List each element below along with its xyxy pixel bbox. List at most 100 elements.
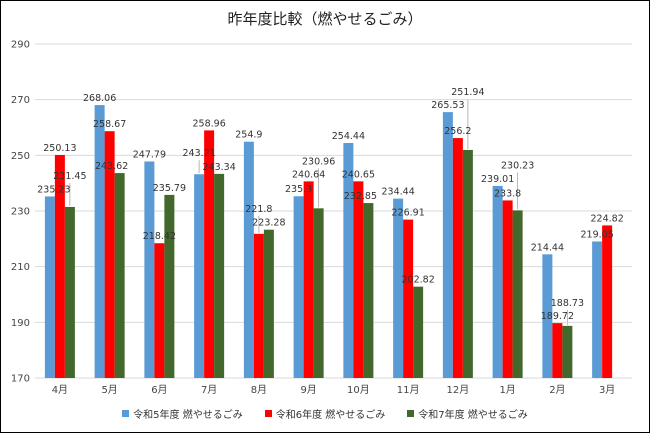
- bar-2-6月: [154, 243, 165, 378]
- data-label: 224.82: [591, 213, 624, 224]
- bar-1-9月: [293, 196, 304, 378]
- x-tick-label: 1月: [499, 384, 515, 396]
- bar-2-1月: [502, 200, 513, 378]
- legend-swatch: [407, 410, 415, 417]
- x-tick-label: 12月: [447, 384, 470, 396]
- bar-3-8月: [263, 229, 274, 378]
- data-label: 230.23: [501, 160, 534, 171]
- bar-1-10月: [343, 142, 354, 378]
- y-tick-label: 230: [11, 207, 30, 218]
- y-tick-label: 190: [11, 318, 30, 329]
- x-tick-label: 4月: [52, 384, 68, 396]
- bar-1-4月: [44, 196, 55, 378]
- data-label: 258.96: [193, 118, 226, 129]
- bar-2-8月: [253, 233, 264, 378]
- data-label: 265.53: [431, 100, 464, 111]
- bar-3-4月: [64, 206, 75, 378]
- y-tick-label: 270: [11, 95, 30, 106]
- x-tick-label: 11月: [397, 384, 420, 396]
- data-label: 240.64: [292, 169, 325, 180]
- data-label: 235.3: [285, 184, 312, 195]
- data-label: 218.42: [143, 231, 176, 242]
- data-label: 254.9: [235, 130, 262, 141]
- x-tick-label: 6月: [151, 384, 167, 396]
- x-tick-label: 5月: [101, 384, 117, 396]
- legend-label: 令和6年度 燃やせるごみ: [275, 410, 386, 421]
- legend-item: 令和6年度 燃やせるごみ: [264, 406, 386, 421]
- bar-1-2月: [542, 254, 553, 378]
- bar-1-12月: [442, 112, 453, 379]
- y-tick-label: 170: [11, 374, 30, 385]
- bar-3-5月: [114, 173, 125, 378]
- data-label: 247.79: [133, 149, 166, 160]
- bar-3-10月: [363, 203, 374, 378]
- data-label: 258.67: [93, 119, 126, 130]
- bar-1-3月: [592, 241, 603, 378]
- data-label: 202.82: [402, 275, 435, 286]
- bar-3-2月: [562, 325, 573, 378]
- data-label: 233.8: [494, 188, 521, 199]
- bar-1-7月: [194, 174, 205, 378]
- x-tick-label: 3月: [599, 384, 615, 396]
- y-tick-label: 290: [11, 40, 30, 51]
- x-tick-label: 9月: [300, 384, 316, 396]
- data-label: 232.85: [344, 191, 377, 202]
- bar-1-11月: [393, 198, 404, 378]
- legend-swatch: [122, 410, 130, 417]
- data-label: 219.05: [581, 229, 614, 240]
- bar-3-7月: [214, 173, 225, 378]
- bar-2-4月: [54, 154, 65, 378]
- bar-2-3月: [602, 225, 613, 378]
- bar-2-7月: [204, 130, 215, 378]
- data-label: 239.01: [481, 174, 514, 185]
- bar-3-9月: [313, 208, 324, 378]
- data-label: 234.44: [382, 187, 415, 198]
- chart-title: 昨年度比較（燃やせるごみ）: [227, 10, 423, 28]
- data-label: 223.28: [252, 218, 285, 229]
- data-label: 268.06: [83, 93, 116, 104]
- data-label: 243.62: [95, 161, 128, 172]
- bar-2-5月: [104, 131, 115, 378]
- legend-item: 令和5年度 燃やせるごみ: [122, 406, 243, 421]
- data-label: 240.65: [342, 169, 375, 180]
- bar-3-6月: [164, 194, 175, 378]
- x-tick-label: 10月: [347, 384, 370, 396]
- data-label: 226.91: [392, 208, 425, 219]
- data-label: 230.96: [302, 156, 335, 167]
- data-label: 231.45: [53, 171, 86, 182]
- data-label: 243.34: [203, 162, 236, 173]
- data-label: 235.23: [37, 184, 70, 195]
- data-label: 243.21: [183, 148, 216, 159]
- x-tick-label: 8月: [251, 384, 267, 396]
- bar-2-11月: [403, 219, 414, 378]
- x-tick-label: 7月: [201, 384, 217, 396]
- bar-2-12月: [452, 138, 463, 378]
- bar-1-1月: [492, 185, 503, 378]
- legend-swatch: [264, 410, 272, 417]
- data-label: 189.72: [541, 311, 574, 322]
- y-tick-label: 210: [11, 262, 30, 273]
- data-label: 254.44: [332, 131, 365, 142]
- data-label: 188.73: [551, 298, 584, 309]
- bar-1-6月: [144, 161, 155, 378]
- data-label: 214.44: [531, 242, 564, 253]
- legend-label: 令和5年度 燃やせるごみ: [133, 410, 243, 421]
- bar-1-8月: [243, 141, 254, 378]
- y-tick-label: 250: [11, 151, 30, 162]
- bar-1-5月: [94, 105, 105, 378]
- data-label: 250.13: [43, 143, 76, 154]
- bar-2-10月: [353, 181, 364, 378]
- x-tick-label: 2月: [549, 384, 565, 396]
- legend-item: 令和7年度 燃やせるごみ: [407, 406, 528, 421]
- data-label: 221.8: [245, 204, 272, 215]
- bar-2-2月: [552, 323, 563, 378]
- legend-label: 令和7年度 燃やせるごみ: [418, 410, 528, 421]
- bar-2-9月: [303, 181, 314, 378]
- bar-3-12月: [462, 149, 473, 378]
- data-label: 256.2: [444, 126, 471, 137]
- data-label: 235.79: [153, 183, 186, 194]
- bar-3-11月: [413, 286, 424, 378]
- legend: 令和5年度 燃やせるごみ 令和6年度 燃やせるごみ 令和7年度 燃やせるごみ: [0, 406, 650, 421]
- data-label: 251.94: [451, 87, 484, 98]
